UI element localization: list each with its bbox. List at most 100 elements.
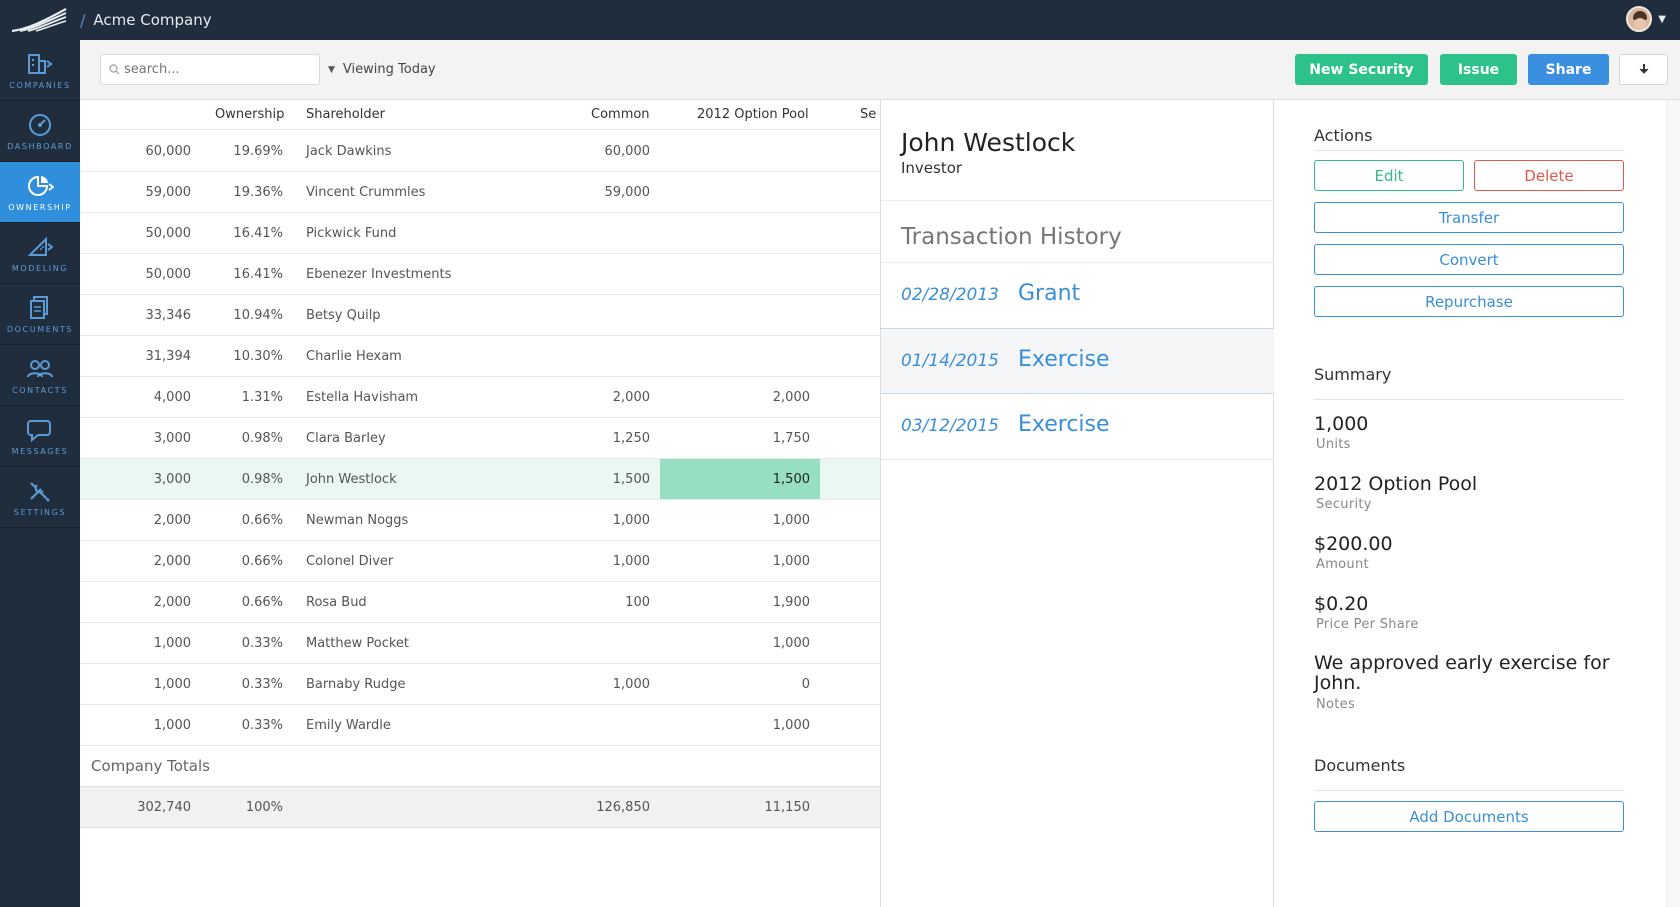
scrollbar[interactable]: [1666, 100, 1680, 907]
actions-panel: Actions Edit Delete Transfer Convert Rep…: [1274, 100, 1666, 907]
table-row[interactable]: 31,394 10.30% Charlie Hexam: [80, 336, 880, 377]
cell-ownership: 0.98%: [241, 431, 283, 446]
people-icon: [25, 356, 55, 382]
cell-shares: 50,000: [145, 226, 192, 241]
cell-ownership: 16.41%: [233, 267, 283, 282]
sidebar-item-contacts[interactable]: CONTACTS: [0, 345, 80, 406]
cell-common[interactable]: 100: [625, 595, 650, 610]
add-documents-button[interactable]: Add Documents: [1314, 801, 1624, 832]
cell-option-pool[interactable]: 1,750: [772, 431, 810, 446]
cell-common[interactable]: 59,000: [604, 185, 651, 200]
table-row[interactable]: 4,000 1.31% Estella Havisham 2,000 2,000: [80, 377, 880, 418]
table-row[interactable]: 60,000 19.69% Jack Dawkins 60,000: [80, 131, 880, 172]
cell-common[interactable]: 2,000: [612, 390, 650, 405]
table-row[interactable]: 2,000 0.66% Colonel Diver 1,000 1,000: [80, 541, 880, 582]
table-row[interactable]: 3,000 0.98% Clara Barley 1,250 1,750: [80, 418, 880, 459]
sidebar-item-modeling[interactable]: MODELING: [0, 223, 80, 284]
issue-button[interactable]: Issue: [1440, 54, 1517, 85]
avatar[interactable]: [1626, 6, 1653, 32]
sidebar-item-settings[interactable]: SETTINGS: [0, 467, 80, 528]
cell-option-pool[interactable]: 1,000: [772, 513, 810, 528]
cell-shares: 2,000: [153, 513, 191, 528]
transaction-row[interactable]: 01/14/2015 Exercise: [881, 328, 1275, 394]
column-header-shareholder[interactable]: Shareholder: [306, 107, 385, 122]
transaction-type: Exercise: [1018, 412, 1110, 437]
column-header-truncated[interactable]: Se: [860, 107, 877, 122]
table-row[interactable]: 2,000 0.66% Newman Noggs 1,000 1,000: [80, 500, 880, 541]
actions-title: Actions: [1314, 126, 1373, 145]
table-row[interactable]: 59,000 19.36% Vincent Crummles 59,000: [80, 172, 880, 213]
cell-shareholder: Clara Barley: [306, 431, 386, 446]
sidebar-item-label: DASHBOARD: [7, 141, 73, 151]
sidebar-item-ownership[interactable]: OWNERSHIP: [0, 162, 80, 223]
table-row[interactable]: 1,000 0.33% Matthew Pocket 1,000: [80, 623, 880, 664]
cell-option-pool[interactable]: 1,000: [772, 718, 810, 733]
sidebar-item-messages[interactable]: MESSAGES: [0, 406, 80, 467]
logo-icon[interactable]: [10, 0, 70, 40]
sidebar-item-dashboard[interactable]: DASHBOARD: [0, 101, 80, 162]
table-row[interactable]: 1,000 0.33% Emily Wardle 1,000: [80, 705, 880, 746]
table-row[interactable]: 50,000 16.41% Pickwick Fund: [80, 213, 880, 254]
cell-ownership: 1.31%: [241, 390, 283, 405]
search-box[interactable]: [100, 54, 320, 85]
transaction-history-title: Transaction History: [901, 224, 1122, 250]
divider: [1314, 790, 1624, 791]
sidebar-item-documents[interactable]: DOCUMENTS: [0, 284, 80, 345]
column-header-option-pool[interactable]: 2012 Option Pool: [697, 107, 809, 122]
transfer-button[interactable]: Transfer: [1314, 202, 1624, 233]
convert-button[interactable]: Convert: [1314, 244, 1624, 275]
summary-units-label: Units: [1316, 437, 1351, 452]
cell-shareholder: Pickwick Fund: [306, 226, 397, 241]
new-security-button[interactable]: New Security: [1295, 54, 1428, 85]
edit-button[interactable]: Edit: [1314, 160, 1464, 191]
table-row[interactable]: 50,000 16.41% Ebenezer Investments: [80, 254, 880, 295]
download-button[interactable]: [1619, 54, 1668, 85]
cell-shareholder: Ebenezer Investments: [306, 267, 452, 282]
sidebar: COMPANIES DASHBOARD OWNERSHIP MODELING D…: [0, 40, 80, 907]
company-totals-header: Company Totals: [80, 746, 880, 787]
summary-notes-label: Notes: [1316, 697, 1356, 712]
delete-button[interactable]: Delete: [1474, 160, 1624, 191]
view-selector[interactable]: ▼ Viewing Today: [328, 62, 436, 77]
cell-shares: 1,000: [153, 718, 191, 733]
table-row[interactable]: 1,000 0.33% Barnaby Rudge 1,000 0: [80, 664, 880, 705]
transaction-row[interactable]: 03/12/2015 Exercise: [881, 394, 1275, 460]
cell-shares: 2,000: [153, 554, 191, 569]
search-input[interactable]: [124, 62, 304, 77]
transaction-date: 01/14/2015: [901, 351, 999, 371]
cell-option-pool[interactable]: 2,000: [772, 390, 810, 405]
documents-title: Documents: [1314, 756, 1406, 775]
cell-common[interactable]: 1,250: [612, 431, 650, 446]
cell-ownership: 0.33%: [241, 718, 283, 733]
cell-shares: 60,000: [145, 144, 192, 159]
cell-common[interactable]: 1,000: [612, 554, 650, 569]
chevron-down-icon: ▼: [328, 64, 335, 75]
table-row[interactable]: 33,346 10.94% Betsy Quilp: [80, 295, 880, 336]
chevron-down-icon[interactable]: ▼: [1658, 13, 1666, 25]
cell-common[interactable]: 1,500: [612, 472, 650, 487]
ruler-icon: [25, 234, 55, 260]
cell-option-pool[interactable]: 1,000: [772, 636, 810, 651]
user-menu[interactable]: ▼: [1626, 6, 1666, 32]
cell-shares: 3,000: [153, 472, 191, 487]
sidebar-item-label: CONTACTS: [12, 385, 68, 395]
sidebar-item-companies[interactable]: COMPANIES: [0, 40, 80, 101]
shareholder-role: Investor: [901, 159, 963, 177]
share-button[interactable]: Share: [1528, 54, 1609, 85]
cell-common[interactable]: 1,000: [612, 677, 650, 692]
column-header-common[interactable]: Common: [591, 107, 650, 122]
table-row[interactable]: 2,000 0.66% Rosa Bud 100 1,900: [80, 582, 880, 623]
cell-option-pool[interactable]: 1,000: [772, 554, 810, 569]
cell-option-pool[interactable]: 0: [801, 677, 810, 692]
transaction-date: 03/12/2015: [901, 416, 999, 436]
repurchase-button[interactable]: Repurchase: [1314, 286, 1624, 317]
cell-shareholder: Estella Havisham: [306, 390, 419, 405]
company-name[interactable]: Acme Company: [93, 11, 212, 29]
transaction-row[interactable]: 02/28/2013 Grant: [881, 263, 1275, 329]
cell-option-pool[interactable]: 1,900: [772, 595, 810, 610]
cell-common[interactable]: 1,000: [612, 513, 650, 528]
table-row[interactable]: 3,000 0.98% John Westlock 1,500 1,500: [80, 459, 880, 500]
column-header-ownership[interactable]: Ownership: [215, 107, 285, 122]
cell-common[interactable]: 60,000: [604, 144, 651, 159]
cell-option-pool[interactable]: 1,500: [772, 472, 810, 487]
